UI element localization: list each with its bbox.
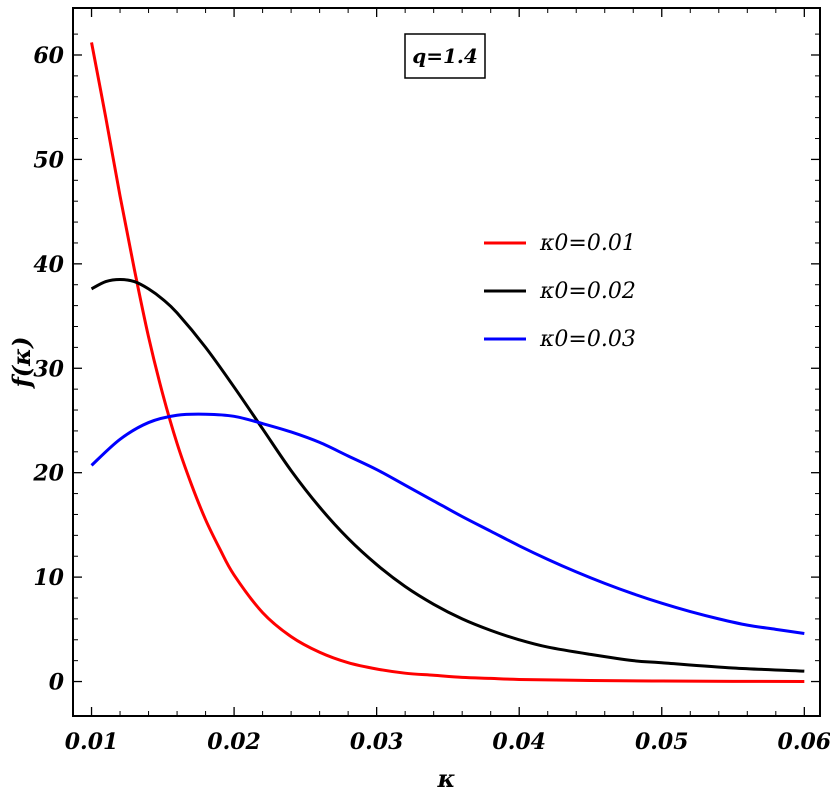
- y-tick-label-1: 10: [33, 565, 64, 591]
- x-tick-label-4: 0.05: [635, 729, 689, 755]
- y-tick-label-0: 0: [49, 670, 65, 696]
- y-tick-label-6: 60: [33, 43, 64, 69]
- x-tick-label-2: 0.03: [350, 729, 404, 755]
- plot-frame-group: [72, 7, 821, 717]
- x-tick-label-3: 0.04: [492, 729, 546, 755]
- ticks-group: [73, 8, 820, 716]
- annotation-box: q=1.4: [404, 33, 486, 79]
- legend: κ0=0.01 κ0=0.02 κ0=0.03: [484, 231, 636, 352]
- x-tick-label-1: 0.02: [207, 729, 261, 755]
- legend-label-1: κ0=0.02: [539, 279, 636, 304]
- annotation-text: q=1.4: [412, 44, 478, 68]
- series-line-2: [90, 412, 805, 635]
- legend-label-2: κ0=0.03: [539, 327, 636, 352]
- y-axis-title: f(κ): [7, 336, 36, 389]
- annotation-frame: [404, 33, 486, 79]
- y-tick-label-5: 50: [33, 147, 64, 173]
- series-group: [90, 42, 805, 684]
- y-tick-label-4: 40: [33, 252, 64, 278]
- x-axis-title: κ: [437, 764, 456, 793]
- y-tick-label-2: 20: [32, 461, 64, 487]
- labels-group: 0.01 0.02 0.03 0.04 0.05 0.06 0 10 20 30 40 50 60: [32, 43, 830, 755]
- x-tick-label-5: 0.06: [778, 729, 830, 755]
- series-line-0: [90, 42, 805, 684]
- series-line-1: [90, 278, 805, 673]
- x-tick-label-0: 0.01: [65, 729, 119, 755]
- legend-label-0: κ0=0.01: [539, 231, 636, 256]
- plot-frame: [72, 7, 821, 717]
- y-tick-label-3: 30: [33, 356, 64, 382]
